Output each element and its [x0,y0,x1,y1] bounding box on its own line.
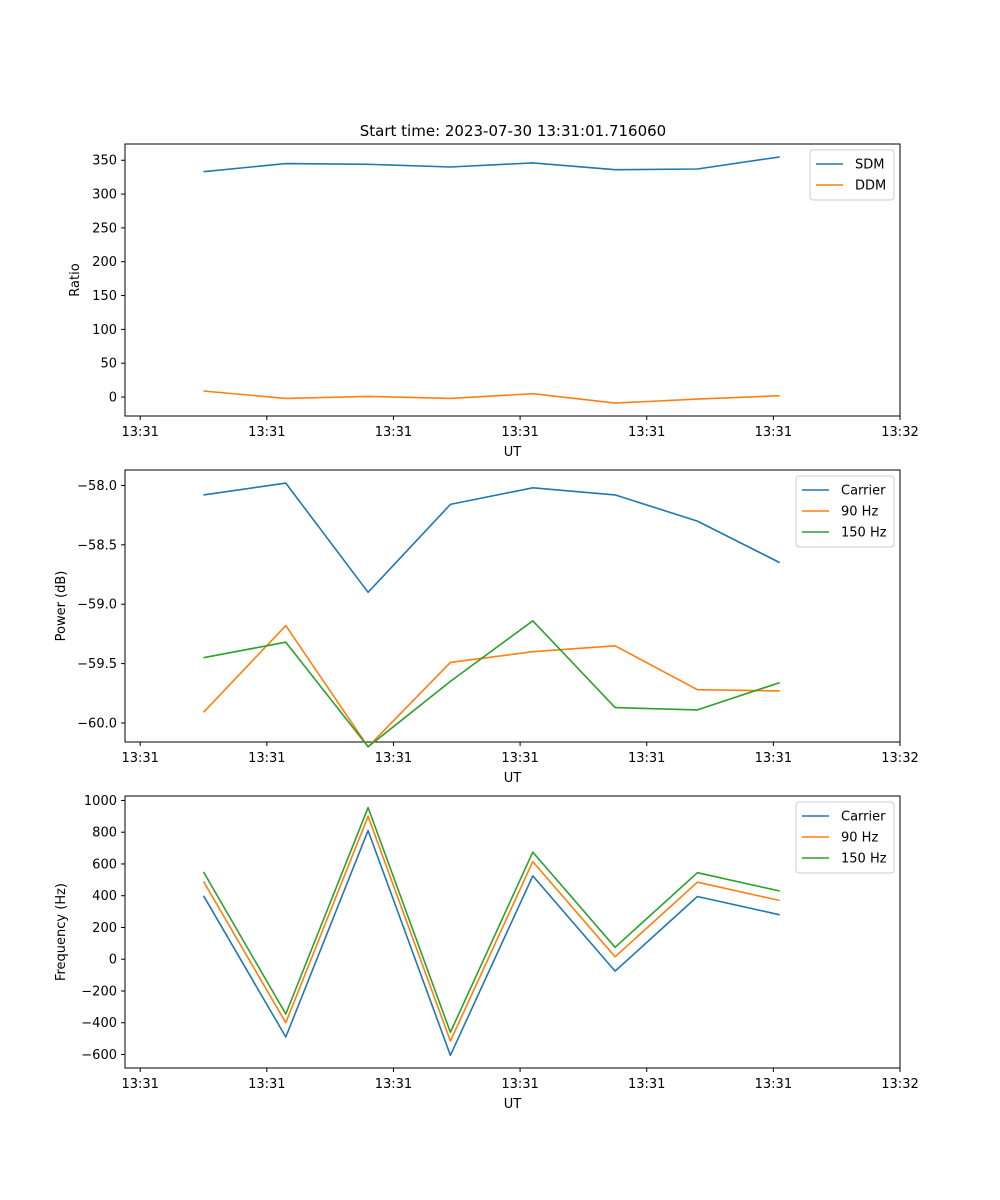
power-legend-box [795,475,895,548]
ratio-series-ddm-line [203,390,780,404]
frequency-y-tick-label: 200 [92,921,117,936]
ratio-x-tick-label: 13:31 [121,425,158,440]
ratio-y-tick-label: 300 [92,188,117,203]
ratio-x-tick-label: 13:31 [755,425,792,440]
frequency-series-carrier-line [202,829,780,1057]
ratio-x-tick-label: 13:31 [628,425,665,440]
ratio-x-tick-label: 13:31 [501,425,538,440]
frequency-y-tick-label: 800 [92,826,117,841]
frequency-y-tick-label: 0 [109,953,117,968]
frequency-x-tick-label: 13:31 [375,1077,412,1092]
ratio-y-tick-label: 0 [109,391,117,406]
frequency-legend-label: Carrier [841,810,886,825]
subplots: 13:31 13:31 13:31 13:31 13:31 13:31 13:32 0 50 10… [54,143,919,1112]
frequency-axes-frame [124,795,901,1069]
frequency-y-tick-label: −600 [81,1048,117,1063]
frequency-x-tick-label: 13:31 [121,1077,158,1092]
frequency-y-tick-label: −400 [81,1016,117,1031]
frequency-x-axis-label: UT [504,1097,522,1112]
power-series-carrier-line [203,482,781,594]
power-x-tick-label: 13:31 [755,751,792,766]
ratio-y-tick-label: 250 [92,221,117,236]
ratio-x-tick-label: 13:31 [375,425,412,440]
frequency-legend-box [795,801,895,874]
frequency-legend-label: 90 Hz [841,831,878,846]
frequency-x-tick-label: 13:32 [881,1077,918,1092]
frequency-series-90-hz-line [202,815,780,1042]
ratio-x-axis-label: UT [504,445,522,460]
power-x-tick-label: 13:32 [881,751,918,766]
chart-title: Start time: 2023-07-30 13:31:01.716060 [360,122,666,140]
ratio-legend: SDM DDM [809,149,895,201]
ratio-y-axis-label: Ratio [68,263,83,296]
frequency-y-axis-label: Frequency (Hz) [54,883,69,981]
frequency-series-150-hz-line [202,806,780,1034]
frequency-plot: 13:31 13:31 13:31 13:31 13:31 13:31 13:32 −600 −… [54,794,919,1112]
power-y-tick-label: −59.5 [77,657,117,672]
power-x-tick-label: 13:31 [628,751,665,766]
frequency-x-tick-label: 13:31 [628,1077,665,1092]
power-legend-label: 90 Hz [841,505,878,520]
ratio-legend-label: DDM [855,179,886,194]
ratio-plot: 13:31 13:31 13:31 13:31 13:31 13:31 13:32 0 50 10… [68,143,919,460]
ratio-y-tick-label: 150 [92,289,117,304]
ratio-series-sdm-line [203,156,780,173]
frequency-x-tick-label: 13:31 [248,1077,285,1092]
ratio-legend-box [809,149,895,201]
frequency-y-tick-label: 600 [92,857,117,872]
power-y-tick-label: −59.0 [77,598,117,613]
ratio-y-tick-label: 200 [92,255,117,270]
ratio-x-tick-label: 13:32 [881,425,918,440]
ratio-y-tick-label: 350 [92,154,117,169]
frequency-y-tick-label: 1000 [84,794,117,809]
power-plot: 13:31 13:31 13:31 13:31 13:31 13:31 13:32 −60.0… [54,469,919,786]
power-legend-label: Carrier [841,484,886,499]
frequency-legend: Carrier 90 Hz 150 Hz [795,801,895,874]
power-y-tick-label: −58.0 [77,479,117,494]
power-x-tick-label: 13:31 [121,751,158,766]
power-y-axis-label: Power (dB) [54,571,69,642]
power-series-150-hz-line [203,619,780,748]
frequency-y-tick-label: 400 [92,889,117,904]
ratio-legend-label: SDM [855,158,884,173]
power-legend-label: 150 Hz [841,526,887,541]
power-axes-frame [124,469,901,743]
frequency-y-tick-label: −200 [81,984,117,999]
power-series-90-hz-line [202,624,780,748]
frequency-x-tick-label: 13:31 [755,1077,792,1092]
ratio-x-tick-label: 13:31 [248,425,285,440]
frequency-legend-label: 150 Hz [841,852,887,867]
ratio-y-tick-label: 50 [100,357,117,372]
ratio-y-tick-label: 100 [92,323,117,338]
power-x-tick-label: 13:31 [375,751,412,766]
power-y-tick-label: −58.5 [77,538,117,553]
power-legend: Carrier 90 Hz 150 Hz [795,475,895,548]
ratio-axes-frame [124,143,901,417]
power-x-axis-label: UT [504,771,522,786]
power-y-tick-label: −60.0 [77,716,117,731]
frequency-x-tick-label: 13:31 [501,1077,538,1092]
power-x-tick-label: 13:31 [248,751,285,766]
power-x-tick-label: 13:31 [501,751,538,766]
